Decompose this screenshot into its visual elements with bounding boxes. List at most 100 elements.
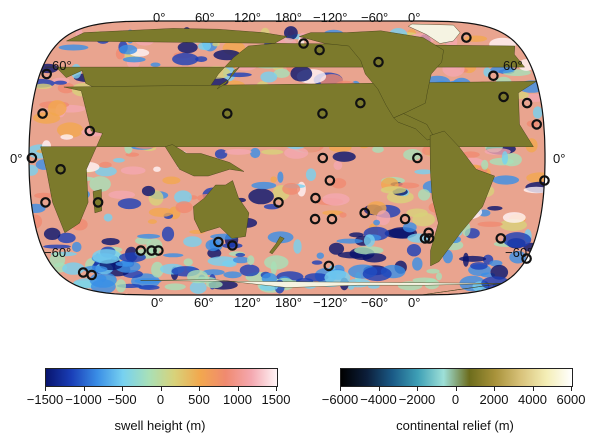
hotspot-marker — [324, 175, 336, 186]
swell-texture-patch — [101, 238, 120, 246]
swell-height-colorbar-title: swell height (m) — [114, 418, 206, 433]
swell-texture-patch — [189, 281, 207, 294]
hotspot-marker — [310, 192, 321, 204]
continental-relief-tick-label: 2000 — [479, 392, 509, 407]
hotspot-marker — [373, 56, 384, 68]
hotspot-marker — [399, 213, 411, 225]
top-lon-label: −120° — [313, 10, 348, 25]
hotspot-marker — [309, 213, 321, 225]
swell-texture-patch — [402, 222, 417, 233]
hotspot-marker — [498, 91, 509, 103]
swell-texture-patch — [250, 147, 261, 159]
swell-texture-patch — [264, 255, 289, 270]
swell-texture-patch — [290, 65, 313, 82]
swell-texture-patch — [134, 278, 162, 284]
hotspot-marker — [55, 164, 66, 175]
hotspot-marker — [317, 152, 329, 164]
hotspot-marker — [423, 233, 435, 244]
swell-texture-patch — [492, 175, 520, 185]
hotspot-marker — [412, 152, 423, 164]
swell-texture-patch — [120, 166, 146, 175]
swell-texture-patch — [380, 186, 407, 194]
australia-landmass — [193, 180, 250, 239]
swell-texture-patch — [183, 236, 202, 248]
continental-relief-tick-label: 4000 — [518, 392, 547, 407]
hotspot-marker — [273, 197, 284, 208]
swell-texture-patch — [284, 147, 309, 159]
swell-height-tick-label: −500 — [107, 392, 137, 407]
swell-texture-patch — [147, 219, 157, 224]
swell-texture-patch — [161, 226, 175, 242]
hotspot-marker — [314, 44, 325, 56]
continental-relief-tick-mark — [494, 386, 495, 391]
swell-texture-patch — [363, 234, 375, 247]
swell-height-tick-label: 1500 — [261, 392, 291, 407]
swell-texture-patch — [526, 172, 545, 184]
swell-texture-patch — [223, 271, 242, 279]
swell-texture-patch — [212, 42, 220, 47]
swell-texture-patch — [436, 272, 442, 281]
swell-texture-patch — [282, 183, 301, 195]
continental-relief-colorbar — [340, 368, 573, 387]
swell-texture-patch — [137, 233, 161, 239]
swell-texture-patch — [71, 241, 82, 253]
swell-texture-patch — [92, 249, 121, 264]
swell-height-tick-mark — [199, 386, 200, 391]
indonesia-landmass — [164, 144, 245, 177]
hotspot-marker — [359, 207, 370, 219]
swell-texture-patch — [202, 269, 225, 276]
swell-texture-patch — [135, 237, 152, 245]
swell-texture-patch — [43, 244, 71, 249]
swell-texture-patch — [362, 266, 392, 282]
swell-texture-patch — [201, 41, 212, 51]
swell-texture-patch — [164, 283, 186, 291]
swell-texture-patch — [412, 257, 423, 271]
swell-texture-patch — [60, 134, 74, 140]
map-frame — [28, 20, 546, 296]
swell-texture-patch — [34, 83, 52, 90]
japan-landmass — [216, 66, 240, 90]
swell-texture-patch — [115, 261, 131, 267]
right-lat-label: −60° — [505, 245, 533, 260]
swell-texture-patch — [490, 264, 509, 280]
hotspot-marker — [531, 119, 542, 130]
swell-texture-patch — [57, 232, 76, 244]
swell-texture-patch — [284, 26, 298, 40]
left-lat-label: 60° — [52, 58, 72, 73]
swell-texture-patch — [305, 168, 317, 181]
swell-texture-patch — [489, 157, 514, 166]
hotspot-marker — [92, 197, 104, 208]
swell-texture-patch — [141, 185, 156, 197]
swell-texture-patch — [235, 252, 246, 257]
right-lat-label: 0° — [553, 151, 566, 166]
swell-texture-patch — [270, 176, 277, 183]
top-lon-label: 180° — [275, 10, 302, 25]
swell-texture-patch — [502, 212, 526, 223]
swell-texture-patch — [54, 80, 67, 85]
continental-relief-tick-mark — [378, 386, 380, 391]
swell-texture-patch — [57, 82, 75, 94]
swell-texture-patch — [205, 239, 221, 252]
continental-relief-tick-label: −6000 — [321, 392, 359, 407]
hotspot-marker — [26, 152, 38, 164]
swell-texture-patch — [328, 242, 345, 255]
top-lon-label: 0° — [153, 10, 166, 25]
swell-texture-patch — [214, 149, 228, 159]
swell-texture-patch — [222, 242, 243, 249]
swell-height-tick-label: 0 — [156, 392, 165, 407]
hotspot-marker — [84, 125, 96, 137]
swell-texture-patch — [333, 160, 343, 170]
swell-texture-patch — [163, 253, 184, 258]
swell-texture-patch — [406, 244, 422, 257]
left-lat-label: 0° — [10, 151, 23, 166]
swell-texture-patch — [119, 44, 138, 55]
top-lon-label: −60° — [361, 10, 389, 25]
swell-texture-patch — [477, 221, 503, 227]
hotspot-marker — [495, 233, 507, 244]
continental-relief-tick-mark — [532, 386, 534, 391]
swell-texture-patch — [150, 62, 161, 67]
continental-relief-tick-mark — [455, 386, 457, 391]
swell-texture-patch — [487, 206, 503, 211]
swell-texture-patch — [174, 190, 192, 204]
hotspot-marker — [213, 236, 224, 248]
